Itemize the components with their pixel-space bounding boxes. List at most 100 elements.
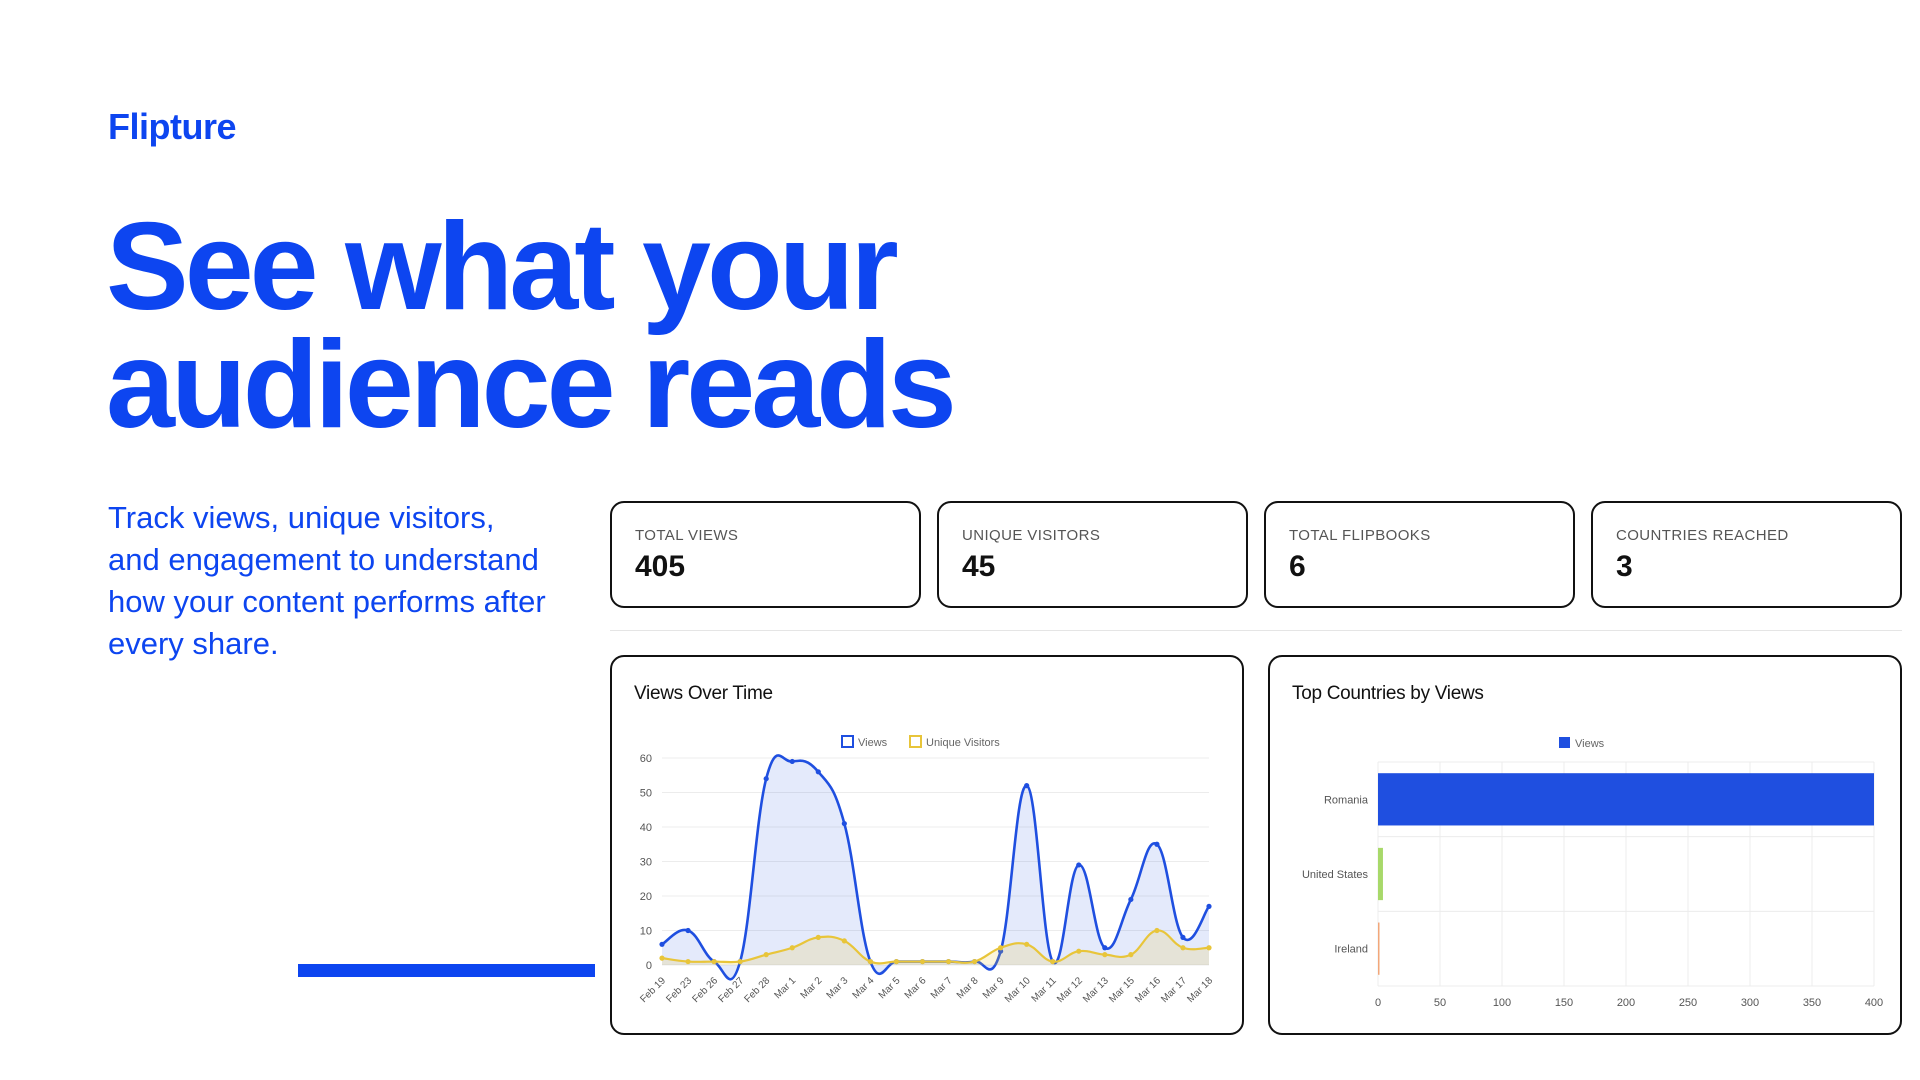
data-point xyxy=(1206,945,1212,951)
data-point xyxy=(1154,841,1160,847)
divider xyxy=(610,630,1902,631)
y-tick-label: 10 xyxy=(640,926,652,938)
legend-swatch xyxy=(841,735,854,748)
legend-label: Unique Visitors xyxy=(926,737,1000,749)
data-point xyxy=(1128,952,1134,958)
x-tick-label: Mar 3 xyxy=(825,975,851,1001)
y-tick-label: United States xyxy=(1302,869,1369,881)
x-tick-label: 100 xyxy=(1493,997,1511,1009)
y-tick-label: 0 xyxy=(646,960,652,972)
views-over-time-card: Views Over Time Views Unique Visitors 0 10 2… xyxy=(610,655,1244,1035)
stat-value: 405 xyxy=(635,550,686,583)
accent-bar xyxy=(298,964,595,977)
bar xyxy=(1378,773,1874,826)
x-tick-label: Mar 11 xyxy=(1030,975,1060,1005)
stat-label: COUNTRIES REACHED xyxy=(1616,527,1789,544)
brand-logo: Flipture xyxy=(108,106,237,147)
stat-card-countries-reached: COUNTRIES REACHED 3 xyxy=(1591,501,1902,608)
stat-label: TOTAL FLIPBOOKS xyxy=(1289,527,1431,544)
x-tick-label: Mar 12 xyxy=(1055,975,1085,1005)
data-point xyxy=(1076,862,1082,868)
data-point xyxy=(1206,903,1212,909)
y-tick-label: Romania xyxy=(1324,794,1369,806)
data-point xyxy=(971,958,978,965)
data-point xyxy=(711,958,717,965)
series-line-1 xyxy=(661,929,1210,965)
y-tick-label: 20 xyxy=(640,891,652,903)
headline-line-2: audience reads xyxy=(106,316,957,454)
series-area-1 xyxy=(662,930,1209,965)
stat-value: 6 xyxy=(1289,550,1306,583)
top-countries-chart: Views 0 50 100 150 200 250 300 350 400 Romania Unit… xyxy=(1302,737,1883,1009)
chart-title: Top Countries by Views xyxy=(1292,683,1484,704)
data-point xyxy=(789,945,795,951)
data-point xyxy=(763,776,769,782)
data-point xyxy=(1024,783,1030,789)
x-tick-label: Mar 6 xyxy=(903,975,929,1001)
data-point xyxy=(841,938,847,944)
data-point xyxy=(1128,896,1134,903)
x-tick-label: Mar 5 xyxy=(877,975,903,1001)
x-tick-label: Feb 23 xyxy=(664,975,694,1005)
lead-paragraph: Track views, unique visitors, and engage… xyxy=(108,500,546,661)
stat-card-total-views: TOTAL VIEWS 405 xyxy=(610,501,921,608)
x-tick-label: 0 xyxy=(1375,997,1381,1009)
x-tick-label: 350 xyxy=(1803,997,1821,1009)
data-point xyxy=(1102,945,1108,951)
x-tick-label: Mar 17 xyxy=(1159,975,1189,1005)
x-tick-label: Mar 8 xyxy=(955,975,981,1001)
x-tick-label: Mar 15 xyxy=(1107,975,1137,1005)
data-point xyxy=(841,820,847,827)
data-point xyxy=(919,958,926,965)
legend-swatch xyxy=(1559,737,1570,748)
stat-value: 3 xyxy=(1616,550,1633,583)
x-tick-label: Feb 28 xyxy=(743,975,773,1005)
data-point xyxy=(1024,941,1030,947)
stat-card-unique-visitors: UNIQUE VISITORS 45 xyxy=(937,501,1248,608)
x-tick-label: Mar 1 xyxy=(773,975,799,1001)
y-tick-label: 50 xyxy=(640,788,652,800)
stat-value: 45 xyxy=(962,550,996,583)
data-point xyxy=(945,958,952,965)
data-point xyxy=(1076,948,1082,954)
data-point xyxy=(893,958,900,965)
data-point xyxy=(815,934,821,940)
data-point xyxy=(685,927,691,934)
data-point xyxy=(1154,927,1160,934)
stat-label: UNIQUE VISITORS xyxy=(962,527,1101,544)
y-tick-label: 40 xyxy=(640,822,652,834)
data-point xyxy=(1102,952,1108,958)
data-point xyxy=(815,769,821,775)
x-tick-label: 150 xyxy=(1555,997,1573,1009)
y-tick-label: 60 xyxy=(640,753,652,765)
legend-label: Views xyxy=(858,737,888,749)
x-tick-label: Feb 26 xyxy=(690,975,720,1005)
data-point xyxy=(867,958,873,965)
data-point xyxy=(659,941,665,947)
page-headline: See what your audience reads xyxy=(106,205,957,454)
data-point xyxy=(1180,934,1186,940)
stat-card-total-flipbooks: TOTAL FLIPBOOKS 6 xyxy=(1264,501,1575,608)
x-tick-label: Mar 2 xyxy=(799,975,825,1001)
bar xyxy=(1378,922,1380,975)
x-tick-label: 300 xyxy=(1741,997,1759,1009)
x-tick-label: 200 xyxy=(1617,997,1635,1009)
data-point xyxy=(737,958,743,965)
data-point xyxy=(789,758,795,765)
data-point xyxy=(1050,958,1056,965)
legend-label: Views xyxy=(1575,738,1605,750)
data-point xyxy=(1180,945,1186,951)
bar xyxy=(1378,847,1383,901)
x-tick-label: Mar 18 xyxy=(1185,975,1215,1005)
x-tick-label: Mar 10 xyxy=(1003,975,1033,1005)
x-tick-label: Mar 7 xyxy=(929,975,955,1001)
x-tick-label: 400 xyxy=(1865,997,1883,1009)
x-tick-label: Feb 19 xyxy=(638,975,668,1005)
top-countries-card: Top Countries by Views Views 0 50 100 150 200… xyxy=(1268,655,1902,1035)
y-tick-label: Ireland xyxy=(1334,944,1368,956)
x-tick-label: 50 xyxy=(1434,997,1446,1009)
x-tick-label: Mar 4 xyxy=(851,975,877,1001)
series-area-0 xyxy=(662,755,1209,980)
data-point xyxy=(659,955,665,961)
